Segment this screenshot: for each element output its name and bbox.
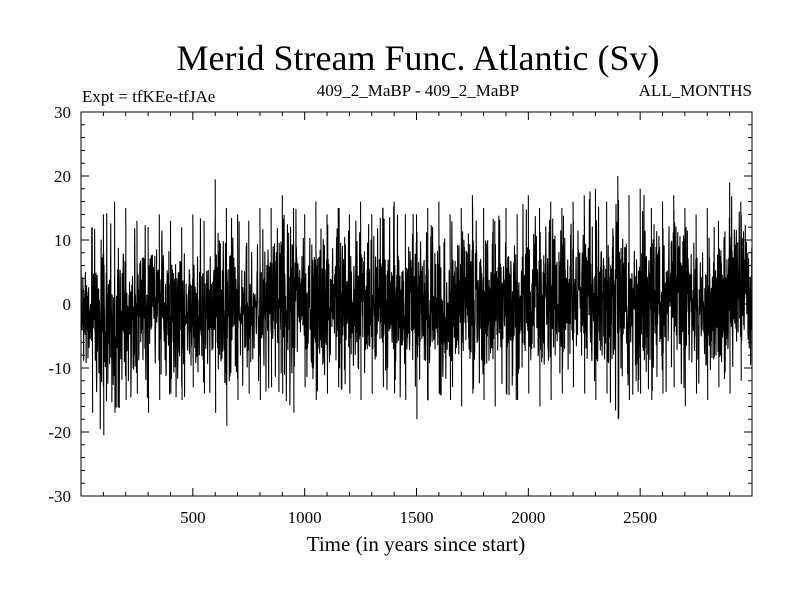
months-label: ALL_MONTHS [639,81,752,100]
plot-area: 500 1000 1500 2000 2500 -30 -20 -10 0 10 20 30 [48,103,753,527]
y-tick-label: 10 [54,231,71,250]
x-tick-label: 2000 [511,508,545,527]
chart-title: Merid Stream Func. Atlantic (Sv) [177,38,660,78]
y-tick-label: -30 [48,487,71,506]
y-tick-label: 0 [63,295,72,314]
experiment-label: Expt = tfKEe-tfJAe [82,87,215,106]
x-axis-label: Time (in years since start) [307,532,526,556]
y-tick-label: 20 [54,167,71,186]
y-tick-label: -20 [48,423,71,442]
x-tick-label: 2500 [623,508,657,527]
x-tick-label: 1000 [288,508,322,527]
y-tick-label: 30 [54,103,71,122]
y-tick-label: -10 [48,359,71,378]
x-tick-label: 500 [180,508,206,527]
period-label: 409_2_MaBP - 409_2_MaBP [317,81,519,100]
series-line [80,175,753,436]
x-tick-label: 1500 [400,508,434,527]
